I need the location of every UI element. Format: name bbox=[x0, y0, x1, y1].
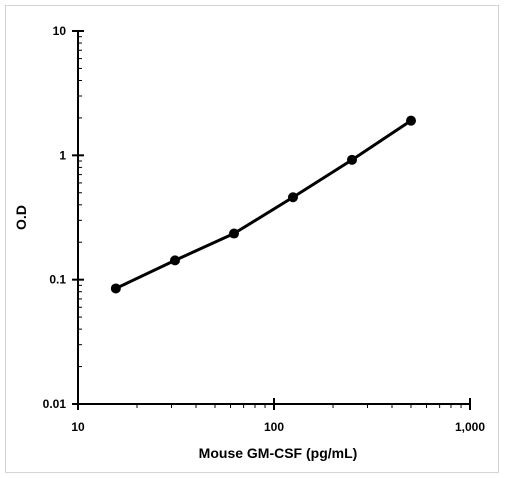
data-point bbox=[405, 115, 416, 126]
x-axis-title: Mouse GM-CSF (pg/mL) bbox=[199, 445, 358, 461]
axes bbox=[77, 31, 470, 405]
data-point bbox=[287, 192, 298, 203]
series-line bbox=[115, 119, 412, 290]
data-point bbox=[110, 283, 121, 294]
series-layer bbox=[110, 115, 416, 294]
x-ticks: 10 100 1,000 bbox=[71, 398, 485, 434]
y-tick-label: 0.01 bbox=[43, 397, 67, 411]
chart-frame bbox=[5, 5, 499, 473]
y-ticks: 0.01 0.1 1 10 bbox=[43, 24, 84, 411]
y-tick-label: 1 bbox=[59, 148, 66, 162]
data-point bbox=[346, 154, 357, 165]
data-point bbox=[169, 255, 180, 266]
x-tick-label: 100 bbox=[264, 420, 284, 434]
y-tick-label: 0.1 bbox=[49, 273, 66, 287]
y-tick-label: 10 bbox=[53, 24, 67, 38]
y-axis-title: O.D bbox=[13, 205, 29, 230]
x-tick-label: 10 bbox=[71, 420, 85, 434]
x-tick-label: 1,000 bbox=[455, 420, 485, 434]
data-point bbox=[228, 228, 239, 239]
